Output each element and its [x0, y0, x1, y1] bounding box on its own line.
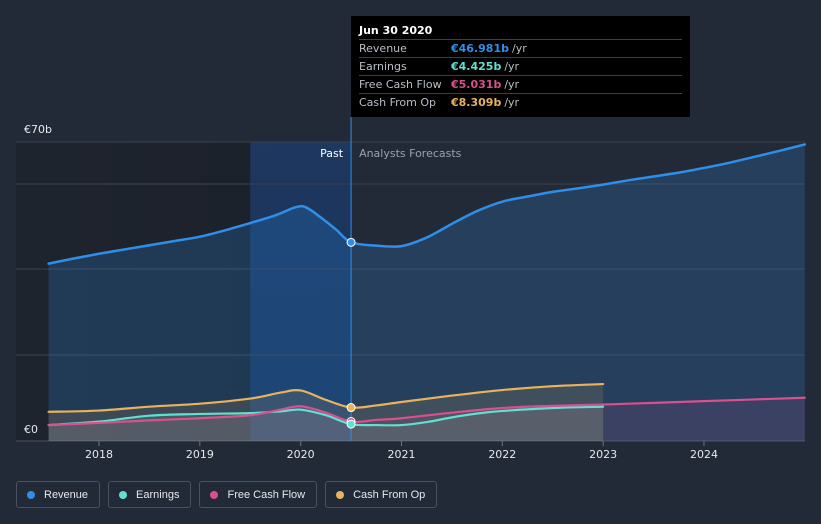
- tooltip-label: Revenue: [359, 42, 407, 55]
- x-tick-label: 2021: [387, 448, 415, 461]
- legend: Revenue Earnings Free Cash Flow Cash Fro…: [16, 481, 438, 508]
- legend-label: Revenue: [44, 488, 89, 501]
- past-label: Past: [320, 147, 344, 160]
- tooltip-date: Jun 30 2020: [359, 24, 433, 37]
- line-cash-from-op: [47, 382, 605, 413]
- line-revenue: [47, 143, 807, 265]
- marker-earnings: [346, 419, 356, 429]
- legend-dot-icon: [210, 490, 219, 499]
- tooltip-label: Free Cash Flow: [359, 78, 442, 91]
- x-axis: 2018 2019 2020 2021 2022 2023 2024: [85, 441, 718, 461]
- area-free-cash-flow: [48, 397, 805, 441]
- tooltip-row-cash-from-op: Cash From Op €8.309b /yr: [359, 93, 682, 111]
- tooltip: Jun 30 2020 Revenue €46.981b /yr Earning…: [351, 16, 690, 117]
- legend-label: Earnings: [136, 488, 180, 501]
- tooltip-unit: /yr: [504, 78, 520, 91]
- y-axis-bottom-label: €0: [24, 423, 38, 436]
- x-tick-label: 2023: [589, 448, 617, 461]
- legend-item-revenue[interactable]: Revenue: [16, 481, 101, 508]
- tooltip-unit: /yr: [504, 96, 520, 109]
- legend-dot-icon: [27, 490, 35, 499]
- y-axis-top-label: €70b: [24, 123, 52, 136]
- x-tick-label: 2018: [85, 448, 113, 461]
- line-free-cash-flow: [47, 396, 806, 427]
- legend-item-cash-from-op[interactable]: Cash From Op: [325, 481, 438, 508]
- x-tick-label: 2022: [488, 448, 516, 461]
- tooltip-unit: /yr: [511, 42, 527, 55]
- legend-label: Cash From Op: [353, 488, 426, 501]
- legend-item-earnings[interactable]: Earnings: [108, 481, 192, 508]
- legend-item-free-cash-flow[interactable]: Free Cash Flow: [199, 481, 318, 508]
- tooltip-label: Cash From Op: [359, 96, 437, 109]
- marker-revenue: [346, 237, 356, 247]
- gridlines: [16, 141, 805, 442]
- hover-markers: [346, 237, 356, 429]
- tooltip-unit: /yr: [504, 60, 520, 73]
- forecast-label: Analysts Forecasts: [359, 147, 462, 160]
- legend-dot-icon: [119, 490, 128, 499]
- marker-cash-from-op: [346, 403, 356, 413]
- tooltip-label: Earnings: [359, 60, 407, 73]
- x-tick-label: 2024: [690, 448, 718, 461]
- tooltip-value: €4.425b: [451, 60, 502, 73]
- area-revenue: [48, 144, 805, 442]
- tooltip-value: €8.309b: [451, 96, 502, 109]
- legend-label: Free Cash Flow: [227, 488, 306, 501]
- tooltip-row-revenue: Revenue €46.981b /yr: [359, 39, 682, 57]
- legend-dot-icon: [336, 490, 345, 499]
- tooltip-row-free-cash-flow: Free Cash Flow €5.031b /yr: [359, 75, 682, 93]
- tooltip-value: €5.031b: [451, 78, 502, 91]
- tooltip-row-earnings: Earnings €4.425b /yr: [359, 57, 682, 75]
- x-tick-label: 2019: [186, 448, 214, 461]
- x-tick-label: 2020: [287, 448, 315, 461]
- tooltip-value: €46.981b: [451, 42, 509, 55]
